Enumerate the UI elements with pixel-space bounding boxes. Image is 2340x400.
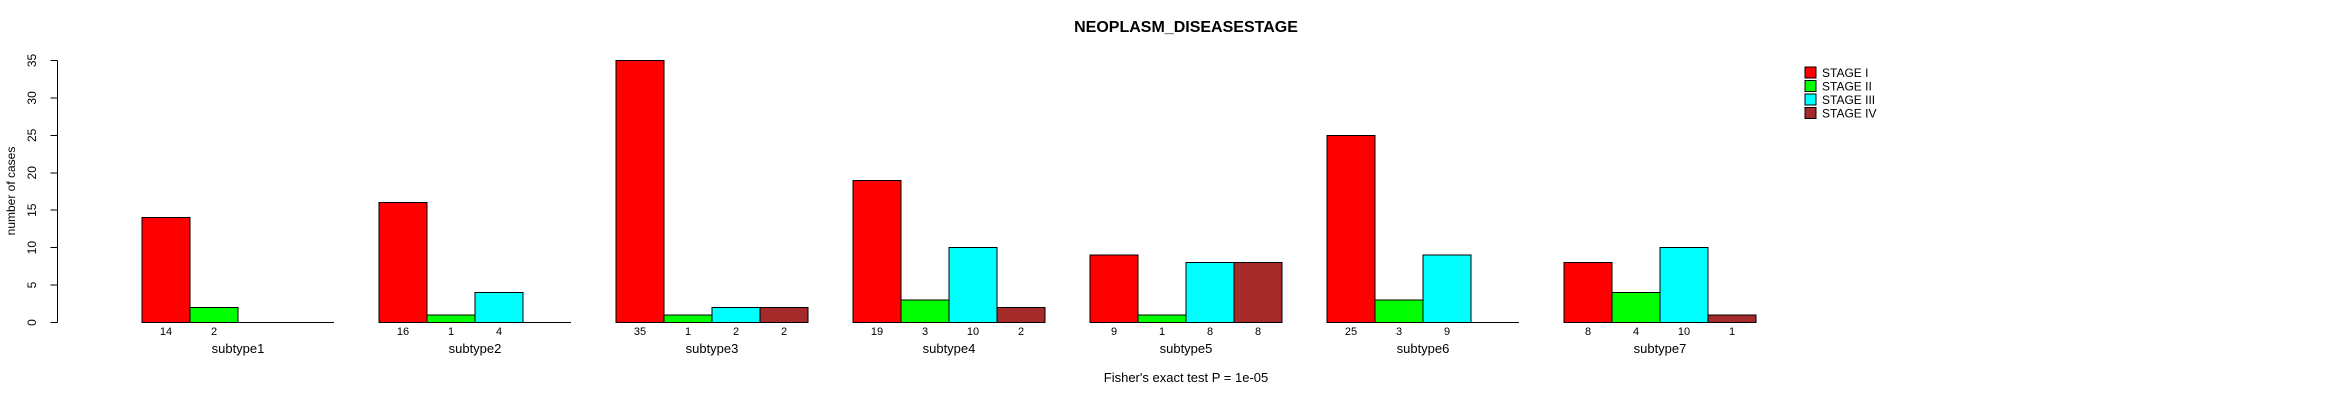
bar-value-label: 16 (397, 326, 409, 338)
y-axis-label: number of cases (4, 147, 18, 236)
caption: Fisher's exact test P = 1e-05 (1104, 370, 1268, 385)
y-axis: 0 5 10 15 20 25 30 35 (25, 54, 58, 326)
bar-value-label: 1 (1729, 326, 1735, 338)
bar-group-subtype1: 14 2 subtype1 (141, 217, 334, 356)
bar-value-label: 9 (1444, 326, 1450, 338)
legend-label: STAGE III (1822, 93, 1875, 107)
legend-swatch (1804, 80, 1817, 92)
bar-subtype6-stage-iii (1422, 254, 1472, 323)
y-tick-label: 25 (25, 128, 39, 142)
category-label-subtype1: subtype1 (212, 341, 265, 356)
category-label-subtype4: subtype4 (923, 341, 976, 356)
legend-item-stage-ii: STAGE II (1804, 80, 1872, 94)
bar-subtype4-stage-iv (996, 307, 1046, 323)
bar-group-subtype7: 8 4 10 1 subtype7 (1563, 247, 1757, 356)
bar-subtype2-stage-iii (474, 292, 524, 323)
legend-item-stage-i: STAGE I (1804, 66, 1868, 80)
bar-value-label: 8 (1585, 326, 1591, 338)
bar-value-label: 4 (496, 326, 502, 338)
category-label-subtype2: subtype2 (449, 341, 502, 356)
bar-subtype3-stage-iii (711, 307, 761, 323)
legend-swatch (1804, 66, 1817, 79)
bar-subtype4-stage-i (852, 179, 902, 323)
bar-subtype3-stage-i (615, 60, 665, 323)
bar-value-label: 1 (685, 326, 691, 338)
bar-subtype7-stage-i (1563, 262, 1613, 324)
bar-subtype7-stage-iv (1707, 314, 1757, 323)
bar-subtype1-stage-i (141, 217, 191, 323)
bar-value-label: 2 (211, 326, 217, 338)
bar-subtype7-stage-ii (1611, 292, 1661, 323)
bar-value-label: 2 (781, 326, 787, 338)
bar-value-label: 9 (1111, 326, 1117, 338)
bar-subtype7-stage-iii (1659, 247, 1709, 323)
y-tick-label: 35 (25, 54, 39, 68)
bar-value-label: 1 (448, 326, 454, 338)
bar-subtype5-stage-ii (1137, 314, 1187, 323)
y-tick-label: 30 (25, 91, 39, 105)
bar-value-label: 25 (1345, 326, 1357, 338)
legend-swatch (1804, 107, 1817, 119)
bar-subtype4-stage-ii (900, 299, 950, 323)
bar-group-subtype5: 9 1 8 8 subtype5 (1089, 254, 1283, 356)
y-tick-label: 15 (25, 203, 39, 217)
y-tick-label: 5 (25, 281, 39, 288)
bar-group-subtype2: 16 1 4 subtype2 (378, 202, 571, 356)
legend-label: STAGE IV (1822, 107, 1876, 121)
bar-subtype5-stage-i (1089, 254, 1139, 323)
bar-value-label: 2 (733, 326, 739, 338)
bar-group-subtype4: 19 3 10 2 subtype4 (852, 179, 1046, 356)
bar-subtype2-stage-ii (426, 314, 476, 323)
bar-subtype5-stage-iv (1233, 262, 1283, 324)
bar-subtype6-stage-i (1326, 134, 1376, 323)
bar-subtype4-stage-iii (948, 247, 998, 323)
bar-subtype1-stage-ii (189, 307, 239, 323)
bar-value-label: 3 (1396, 326, 1402, 338)
category-label-subtype7: subtype7 (1634, 341, 1687, 356)
legend-item-stage-iii: STAGE III (1804, 93, 1875, 107)
bar-subtype5-stage-iii (1185, 262, 1235, 324)
bar-value-label: 2 (1018, 326, 1024, 338)
bar-value-label: 4 (1633, 326, 1639, 338)
bar-subtype2-stage-i (378, 202, 428, 324)
legend-item-stage-iv: STAGE IV (1804, 107, 1876, 121)
bar-value-label: 8 (1207, 326, 1213, 338)
y-tick-label: 10 (25, 241, 39, 255)
bar-value-label: 35 (634, 326, 646, 338)
bar-value-label: 19 (871, 326, 883, 338)
bar-group-subtype6: 25 3 9 subtype6 (1326, 134, 1519, 356)
category-label-subtype6: subtype6 (1397, 341, 1450, 356)
bar-subtype3-stage-iv (759, 307, 809, 323)
y-tick-label: 0 (25, 319, 39, 326)
legend-swatch (1804, 93, 1817, 106)
bar-value-label: 10 (1678, 326, 1690, 338)
legend-label: STAGE I (1822, 66, 1868, 80)
bar-value-label: 14 (160, 326, 172, 338)
chart-title: NEOPLASM_DISEASESTAGE (1074, 19, 1298, 36)
category-label-subtype5: subtype5 (1160, 341, 1213, 356)
category-label-subtype3: subtype3 (686, 341, 739, 356)
bar-value-label: 8 (1255, 326, 1261, 338)
bar-subtype6-stage-ii (1374, 299, 1424, 323)
bar-subtype3-stage-ii (663, 314, 713, 323)
bar-value-label: 3 (922, 326, 928, 338)
bar-group-subtype3: 35 1 2 2 subtype3 (615, 60, 809, 356)
legend-label: STAGE II (1822, 80, 1872, 94)
y-tick-label: 20 (25, 166, 39, 180)
bar-value-label: 1 (1159, 326, 1165, 338)
bar-value-label: 10 (967, 326, 979, 338)
